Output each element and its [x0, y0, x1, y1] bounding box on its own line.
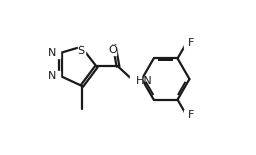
Bar [53, 48, 60, 58]
Bar [109, 45, 116, 55]
Text: N: N [48, 71, 57, 81]
Text: O: O [108, 45, 117, 55]
Text: N: N [48, 48, 57, 58]
Bar [184, 110, 191, 120]
Bar [78, 46, 85, 56]
Text: S: S [78, 46, 85, 56]
Bar [53, 71, 60, 81]
Bar [184, 38, 191, 48]
Text: F: F [188, 110, 194, 120]
Text: F: F [188, 38, 194, 48]
Bar [130, 76, 142, 86]
Text: HN: HN [136, 76, 152, 86]
